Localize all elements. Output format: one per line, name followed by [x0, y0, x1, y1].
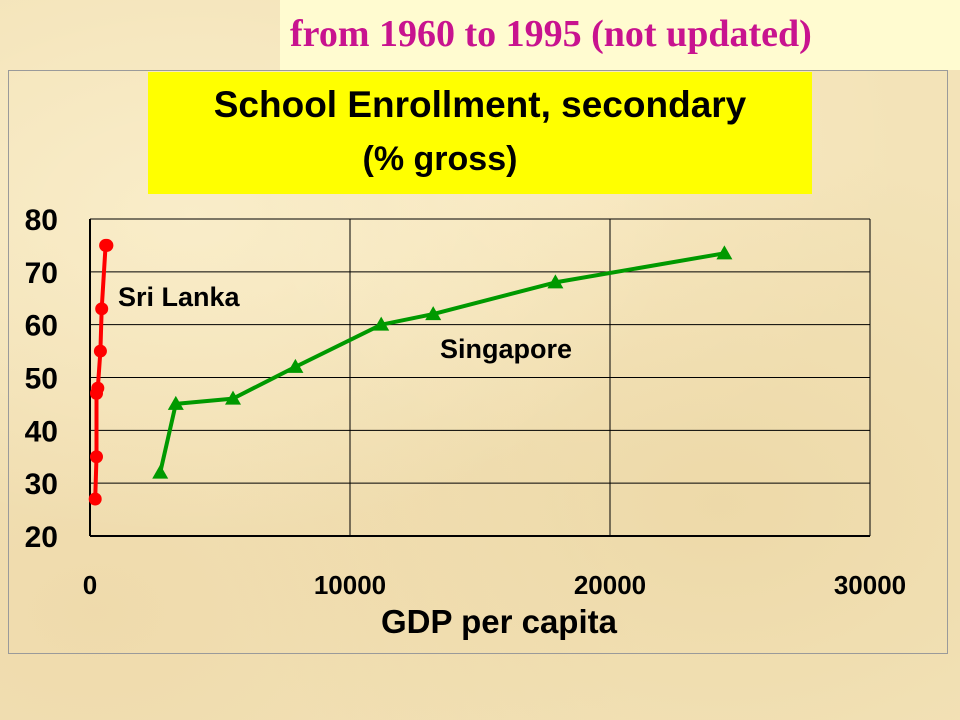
- x-tick-label: 20000: [574, 570, 646, 600]
- y-tick-label: 80: [25, 204, 58, 237]
- y-tick-label: 70: [25, 257, 58, 290]
- data-point-sri-lanka: [90, 450, 103, 464]
- data-point-singapore: [152, 464, 169, 479]
- slide-subtitle: from 1960 to 1995 (not updated): [290, 13, 812, 55]
- data-point-sri-lanka: [93, 344, 107, 358]
- series-layer: [88, 238, 733, 506]
- x-axis-label: GDP per capita: [381, 603, 618, 640]
- x-tick-label: 0: [83, 570, 97, 600]
- subtitle-background: [280, 0, 960, 70]
- data-point-singapore: [425, 306, 442, 321]
- chart-frame: [8, 70, 948, 654]
- data-point-singapore: [225, 390, 241, 405]
- chart-title-box: [148, 72, 812, 194]
- chart-title: School Enrollment, secondary: [213, 84, 747, 125]
- series-label-singapore: Singapore: [440, 334, 572, 364]
- data-point-singapore: [167, 395, 184, 410]
- x-tick-label: 30000: [834, 570, 906, 600]
- data-point-sri-lanka: [88, 492, 102, 506]
- chart-title-unit: (% gross): [362, 140, 518, 178]
- series-line-singapore: [158, 251, 725, 474]
- data-point-sri-lanka: [91, 381, 105, 395]
- data-point-singapore: [287, 358, 304, 373]
- tick-labels: 20 30 40 50 60 70 80 0 10000 20000 30000: [25, 204, 907, 600]
- y-tick-label: 20: [25, 521, 58, 554]
- y-tick-label: 40: [25, 415, 58, 448]
- data-point-sri-lanka: [95, 302, 109, 316]
- data-point-singapore: [547, 274, 564, 289]
- y-tick-label: 60: [25, 310, 58, 343]
- series-line-sri-lanka: [93, 243, 108, 500]
- data-point-singapore: [716, 245, 733, 260]
- data-point-sri-lanka: [100, 238, 114, 252]
- axes: [89, 219, 870, 537]
- grid-lines: [89, 218, 871, 537]
- y-tick-label: 50: [25, 363, 58, 396]
- y-tick-label: 30: [25, 468, 58, 501]
- series-label-sri-lanka: Sri Lanka: [118, 282, 241, 312]
- data-point-singapore: [373, 316, 390, 331]
- x-tick-label: 10000: [314, 570, 386, 600]
